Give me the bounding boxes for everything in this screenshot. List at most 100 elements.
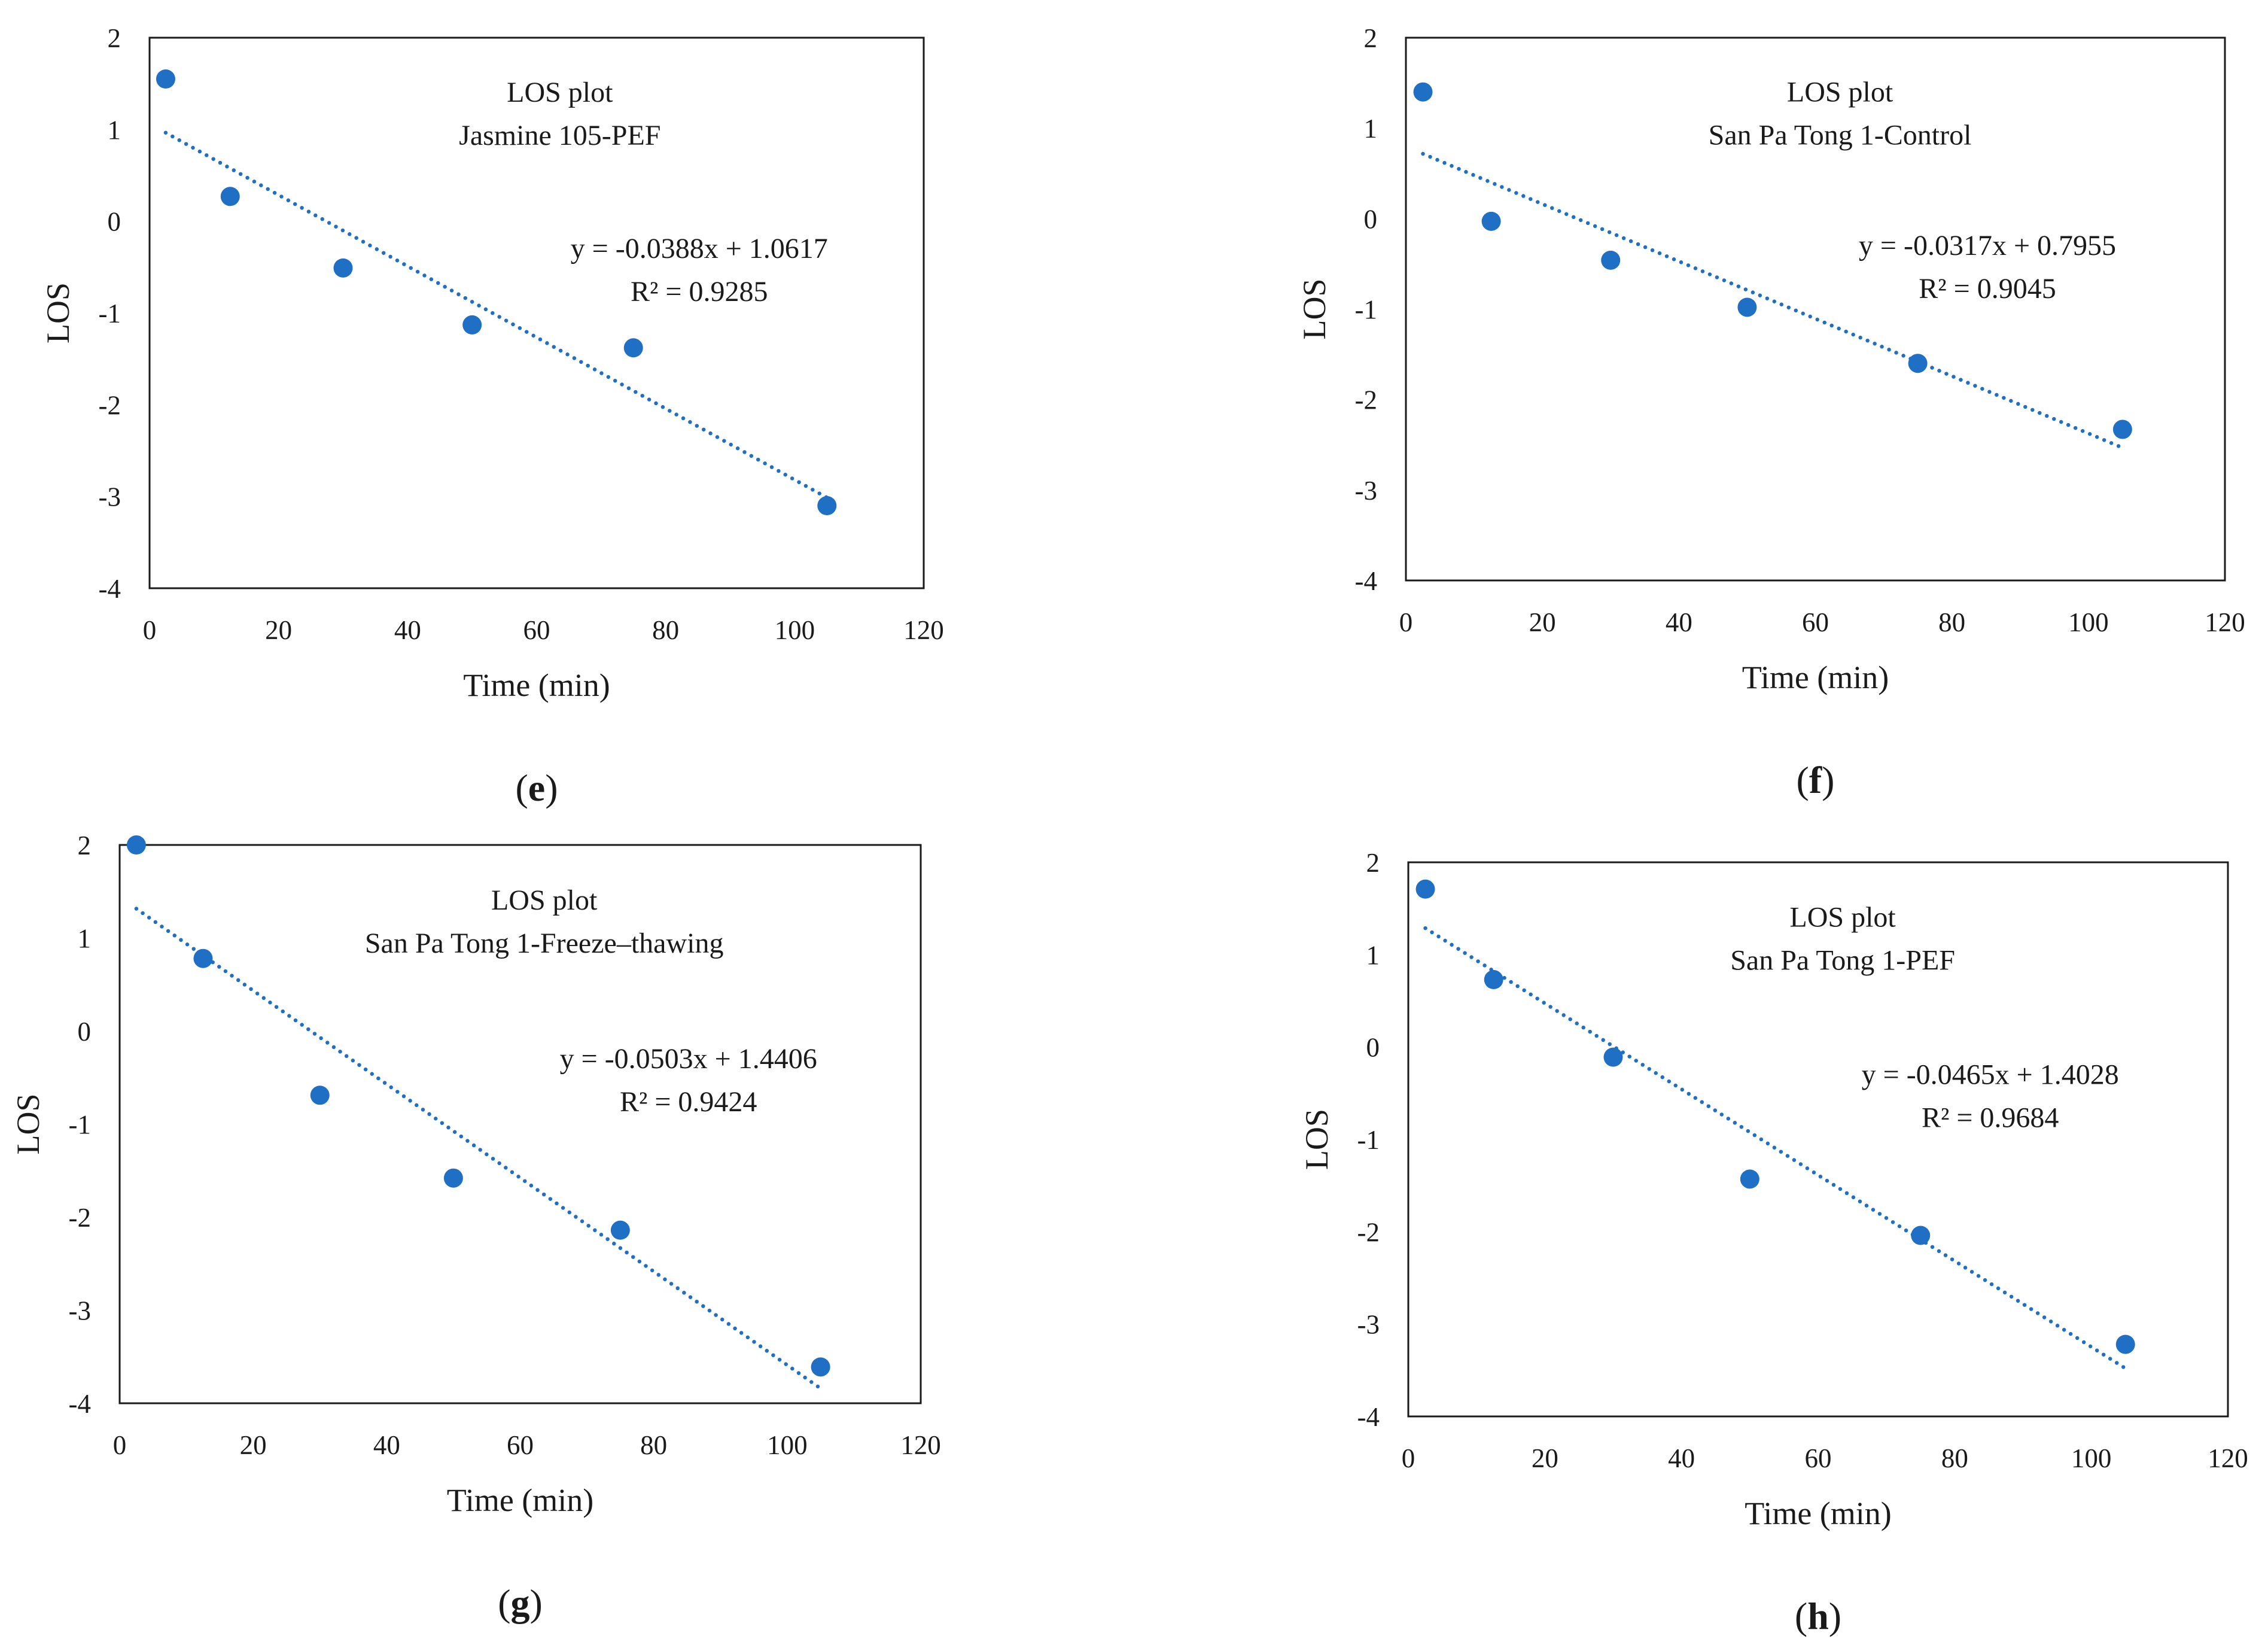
y-tick-label: -4 — [1357, 1402, 1380, 1432]
x-tick-label: 0 — [1402, 1443, 1415, 1473]
panel-label: (e) — [515, 767, 558, 809]
trendline-equation: y = -0.0317x + 0.7955 — [1859, 230, 2116, 262]
data-point — [220, 187, 240, 206]
y-tick-label: 1 — [108, 115, 121, 145]
data-point — [811, 1357, 830, 1377]
data-point — [2115, 1334, 2135, 1354]
chart-title: LOS plot — [1789, 902, 1896, 934]
chart-panel-g: 2 1 0 -1 -2 -3 -4 0 20 40 60 80 100 120 Time (min) LOS L… — [10, 831, 941, 1624]
x-axis-title: Time (min) — [1742, 659, 1889, 695]
y-tick-label: 1 — [1364, 114, 1378, 144]
data-point — [333, 258, 353, 278]
x-tick-label: 0 — [113, 1430, 127, 1460]
x-tick-label: 80 — [640, 1430, 667, 1460]
x-tick-label: 80 — [1938, 607, 1965, 637]
x-tick-label: 120 — [2205, 607, 2245, 637]
chart-title: LOS plot — [507, 77, 613, 108]
panel-label-letter: h — [1807, 1595, 1829, 1637]
trendline — [163, 130, 829, 500]
trendline — [134, 907, 823, 1391]
chart-title: LOS plot — [491, 884, 598, 916]
plot-frame — [1407, 861, 2229, 1418]
x-tick-label: 20 — [1532, 1443, 1558, 1473]
y-tick-label: 1 — [78, 924, 92, 954]
chart-panel-e: 2 1 0 -1 -2 -3 -4 0 20 40 60 80 100 120 Time (min) LOS L… — [40, 23, 944, 809]
data-point — [1740, 1169, 1759, 1189]
y-axis-title: LOS — [40, 282, 76, 343]
x-tick-label: 60 — [523, 615, 550, 645]
y-tick-label: -2 — [69, 1203, 92, 1233]
panel-label-letter: f — [1809, 759, 1822, 801]
chart-panel-f: 2 1 0 -1 -2 -3 -4 0 20 40 60 80 100 120 Time (min) LOS L… — [1296, 23, 2245, 801]
x-tick-label: 80 — [1941, 1443, 1968, 1473]
chart-subtitle: Jasmine 105-PEF — [459, 120, 660, 151]
data-point — [1481, 211, 1501, 231]
y-tick-label: 0 — [1364, 204, 1378, 234]
trendline-equation: y = -0.0465x + 1.4028 — [1862, 1059, 2119, 1090]
chart-subtitle: San Pa Tong 1-Control — [1709, 119, 1972, 151]
y-tick-label: -3 — [1357, 1310, 1380, 1340]
y-tick-label: 0 — [1366, 1033, 1380, 1063]
x-tick-label: 60 — [1805, 1443, 1832, 1473]
trendline — [1423, 926, 2127, 1370]
y-tick-label: -2 — [99, 390, 121, 420]
panel-label: (h) — [1795, 1595, 1841, 1637]
y-tick-label: -3 — [69, 1296, 92, 1326]
x-tick-label: 80 — [652, 615, 679, 645]
chart-panel-h: 2 1 0 -1 -2 -3 -4 0 20 40 60 80 100 120 Time (min) LOS L… — [1299, 848, 2248, 1637]
y-tick-label: -1 — [1357, 1125, 1380, 1155]
panel-label-close-paren: ) — [545, 767, 558, 809]
x-tick-label: 100 — [775, 615, 815, 645]
r-squared-label: R² = 0.9045 — [1919, 273, 2056, 305]
x-tick-label: 20 — [240, 1430, 267, 1460]
x-tick-label: 120 — [903, 615, 944, 645]
x-axis-title: Time (min) — [447, 1482, 594, 1518]
data-point — [1601, 250, 1621, 270]
y-tick-label: -2 — [1357, 1217, 1380, 1247]
y-tick-label: -4 — [99, 574, 121, 604]
data-point — [623, 338, 643, 358]
data-point — [1911, 1226, 1931, 1245]
y-tick-label: 2 — [1364, 23, 1378, 53]
x-tick-label: 60 — [507, 1430, 534, 1460]
r-squared-label: R² = 0.9684 — [1922, 1102, 2059, 1133]
chart-subtitle: San Pa Tong 1-Freeze–thawing — [365, 928, 724, 959]
y-tick-label: 2 — [78, 831, 92, 861]
x-axis-title: Time (min) — [463, 667, 610, 703]
x-tick-label: 100 — [2068, 607, 2109, 637]
x-tick-label: 40 — [373, 1430, 400, 1460]
panel-label-open-paren: ( — [515, 767, 528, 809]
x-tick-label: 0 — [143, 615, 157, 645]
y-axis-title: LOS — [10, 1093, 46, 1154]
data-point — [1415, 879, 1435, 899]
plot-frame — [1405, 37, 2226, 582]
data-point — [1908, 354, 1928, 373]
plot-frame — [148, 37, 925, 589]
trendline — [1421, 151, 2125, 450]
data-point — [443, 1168, 463, 1188]
data-point — [1413, 82, 1433, 102]
chart-subtitle: San Pa Tong 1-PEF — [1730, 945, 1955, 977]
r-squared-label: R² = 0.9285 — [631, 276, 768, 308]
y-tick-label: -4 — [69, 1389, 92, 1419]
y-tick-label: 1 — [1366, 940, 1380, 970]
trendline-equation: y = -0.0503x + 1.4406 — [560, 1043, 817, 1075]
y-tick-label: 0 — [108, 207, 121, 237]
y-tick-label: -1 — [69, 1110, 92, 1140]
data-point — [126, 835, 146, 855]
x-tick-label: 20 — [265, 615, 292, 645]
data-point — [1603, 1047, 1623, 1067]
y-tick-label: -4 — [1355, 566, 1378, 596]
y-tick-label: 2 — [108, 23, 121, 53]
trendline-equation: y = -0.0388x + 1.0617 — [571, 233, 828, 264]
panel-label-close-paren: ) — [1829, 1595, 1841, 1637]
x-tick-label: 20 — [1529, 607, 1556, 637]
data-point — [2112, 419, 2132, 439]
x-tick-label: 120 — [2208, 1443, 2248, 1473]
x-tick-label: 0 — [1399, 607, 1413, 637]
data-point — [193, 948, 213, 968]
y-tick-label: 0 — [78, 1017, 92, 1047]
x-tick-label: 40 — [1666, 607, 1692, 637]
data-point — [1737, 297, 1757, 317]
